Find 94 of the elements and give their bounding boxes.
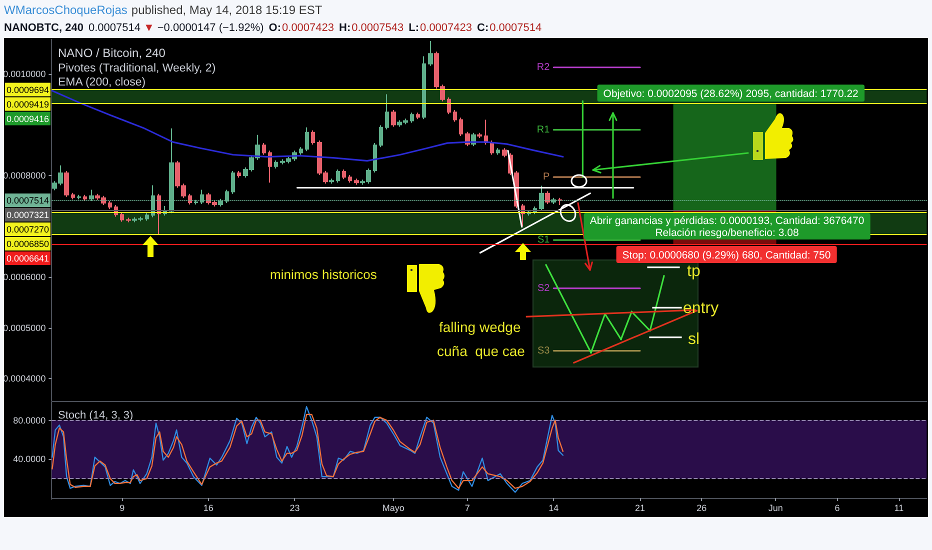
candlestick [453,110,457,122]
candlestick [169,128,174,214]
candlestick [502,148,507,158]
x-tick-label: 21 [634,502,646,513]
line-series [51,90,564,162]
candlestick [545,190,550,204]
candlestick [348,174,352,184]
candlestick [299,146,303,156]
annotation: Relación riesgo/beneficio: 3.08 [655,227,799,239]
y-tick-label: 80.0000 [13,415,46,426]
x-tick-label: 26 [696,502,707,513]
candlestick [71,192,75,200]
candlestick [496,148,500,156]
text: 0.0007543 [352,22,404,34]
series-label: S2 [537,282,550,294]
annotation: Stop: 0.0000680 (9.29%) 680, Cantidad: 750 [622,250,831,262]
candlestick [305,126,309,152]
candlestick [268,150,272,184]
candlestick [539,185,544,212]
series-label: S1 [537,234,550,246]
text: 0.0007423 [282,22,334,34]
candlestick [126,217,131,223]
candlestick [422,56,426,120]
candlestick [416,112,420,120]
series-label: S3 [537,345,550,356]
candlestick [200,189,204,204]
text: −0.0000147 (−1.92%) [157,22,264,34]
x-tick-label: 11 [894,502,904,513]
candlestick [490,140,494,156]
text: 0.0007514 [490,22,542,34]
candlestick [237,170,241,178]
candlestick [391,110,396,128]
x-tick-label: 23 [290,502,300,513]
annotation: sl [688,331,700,348]
annotation: Pivotes (Traditional, Weekly, 2) [58,62,216,74]
candlestick [188,193,192,206]
x-tick-label: 14 [548,502,559,513]
candlestick [342,168,346,180]
candlestick [428,40,433,66]
annotation: cuña que cae [437,343,526,359]
x-tick-label: 9 [120,502,125,513]
candlestick [336,168,340,184]
text: Stoch (14, 3, 3) [58,410,134,422]
candlestick [108,200,112,210]
candlestick [329,178,334,184]
series-label: R2 [536,62,550,73]
annotation: falling wedge [439,319,521,335]
text: WMarcosChoqueRojas [4,3,128,17]
candlestick [373,142,377,174]
annotation: EMA (200, close) [58,76,146,88]
x-tick-label: Mayo [382,502,404,513]
candlestick [447,96,451,115]
text: H: [339,22,351,34]
text: O: [268,22,282,34]
candlestick [385,94,389,130]
x-tick-label: 7 [464,502,470,513]
candlestick [194,199,198,206]
candlestick [459,117,463,136]
annotation: entry [683,300,719,317]
candlestick [83,194,87,202]
text: ▼ [143,22,154,34]
y-tick-label: 40.0000 [13,454,46,464]
candlestick [231,170,235,194]
candlestick [145,212,149,222]
candlestick [477,132,482,138]
annotation: tp [687,263,700,280]
text: L: [408,22,420,34]
text: NANO / Bitcoin, 240 [58,46,166,60]
candlestick [379,124,383,148]
candlestick [262,142,266,156]
annotation: Objetivo: 0.0002095 (28.62%) 2095, cantidad: 1770.22 [603,88,859,100]
text: 0.0007514 [88,22,140,34]
candlestick [77,194,81,200]
candlestick [64,170,69,198]
x-tick-label: 6 [834,502,840,513]
candlestick [311,130,315,146]
annotation: minimos historicos [270,267,378,282]
annotation: Abrir ganancias y pérdidas: 0.0000193, Cantidad: 3676470 [590,215,864,227]
candlestick [120,212,124,222]
x-tick-label: Jun [768,502,783,513]
candlestick [410,112,414,124]
candlestick [274,160,278,169]
candlestick [218,198,223,208]
text: NANOBTC, 240 [4,22,84,34]
series-label: P [543,172,550,183]
candlestick [225,189,229,204]
text: 0.0007423 [420,22,472,34]
candlestick [558,197,562,206]
candlestick [89,189,94,202]
text: published, May 14, 2018 15:19 EST [131,3,323,17]
x-tick-label: 16 [203,502,214,513]
series-label: R1 [536,124,550,136]
text: C: [477,22,489,34]
candlestick [354,178,359,186]
